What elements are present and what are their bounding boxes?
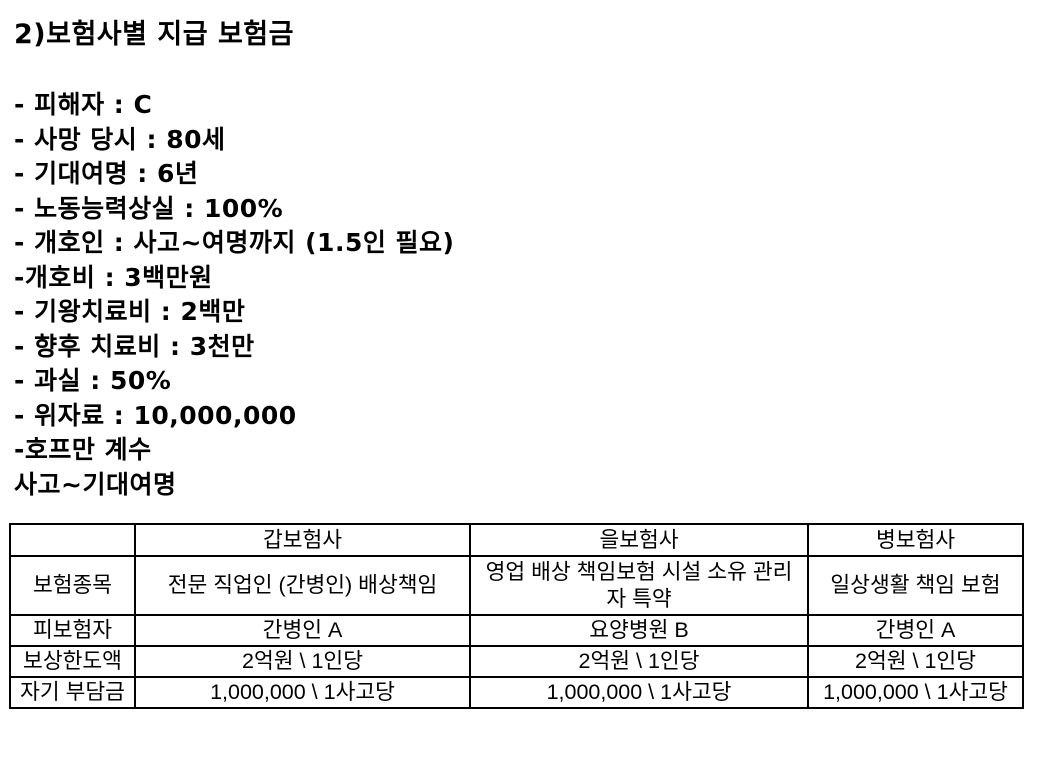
note-line-solatium: - 위자료 : 10,000,000 — [14, 400, 297, 430]
table-value-cell: 2억원 \ 1인당 — [134, 645, 471, 678]
table-value-cell: 간병인 A — [134, 614, 471, 647]
table-row-coverage-limit: 보상한도액 2억원 \ 1인당 2억원 \ 1인당 2억원 \ 1인당 — [9, 645, 1024, 678]
note-line-caregiver: - 개호인 : 사고~여명까지 (1.5인 필요) — [14, 228, 455, 258]
table-value-cell: 2억원 \ 1인당 — [469, 645, 809, 678]
table-label-cell: 자기 부담금 — [9, 676, 136, 709]
note-line-victim: - 피해자 : C — [14, 90, 153, 120]
table-value-cell: 일상생활 책임 보험 — [807, 555, 1024, 616]
note-line-age-at-death: - 사망 당시 : 80세 — [14, 124, 226, 154]
table-header-insurer-gap: 갑보험사 — [134, 523, 471, 557]
table-value-cell: 1,000,000 \ 1사고당 — [807, 676, 1024, 709]
table-header-row: 갑보험사 을보험사 병보험사 — [9, 523, 1024, 557]
insurer-comparison-table: 갑보험사 을보험사 병보험사 보험종목 전문 직업인 (간병인) 배상책임 영업… — [9, 523, 1024, 709]
table-header-insurer-byeong: 병보험사 — [807, 523, 1024, 557]
table-row-policy-type: 보험종목 전문 직업인 (간병인) 배상책임 영업 배상 책임보험 시설 소유 … — [9, 555, 1024, 616]
table-label-cell: 보험종목 — [9, 555, 136, 616]
table-row-insured: 피보험자 간병인 A 요양병원 B 간병인 A — [9, 614, 1024, 647]
table-value-cell: 요양병원 B — [469, 614, 809, 647]
table-value-cell: 1,000,000 \ 1사고당 — [134, 676, 471, 709]
note-line-fault-ratio: - 과실 : 50% — [14, 366, 172, 396]
table-value-cell: 2억원 \ 1인당 — [807, 645, 1024, 678]
table-label-cell: 피보험자 — [9, 614, 136, 647]
table-value-cell: 1,000,000 \ 1사고당 — [469, 676, 809, 709]
table-label-cell: 보상한도액 — [9, 645, 136, 678]
note-line-accident-to-expectancy: 사고~기대여명 — [14, 469, 177, 499]
table-value-cell: 간병인 A — [807, 614, 1024, 647]
note-line-past-medical: - 기왕치료비 : 2백만 — [14, 297, 246, 327]
table-value-cell: 전문 직업인 (간병인) 배상책임 — [134, 555, 471, 616]
note-line-hoffman: -호프만 계수 — [14, 435, 152, 465]
table-header-empty-cell — [9, 523, 136, 557]
note-line-future-medical: - 향후 치료비 : 3천만 — [14, 331, 255, 361]
notes-list: - 피해자 : C - 사망 당시 : 80세 - 기대여명 : 6년 - 노동… — [14, 86, 454, 500]
note-line-life-expectancy: - 기대여명 : 6년 — [14, 159, 199, 189]
table-row-deductible: 자기 부담금 1,000,000 \ 1사고당 1,000,000 \ 1사고당… — [9, 676, 1024, 709]
note-line-care-cost: -개호비 : 3백만원 — [14, 262, 213, 292]
page-title: 2)보험사별 지급 보험금 — [14, 19, 294, 50]
table-value-cell: 영업 배상 책임보험 시설 소유 관리자 특약 — [469, 555, 809, 616]
note-line-labor-loss: - 노동능력상실 : 100% — [14, 193, 284, 223]
table-header-insurer-eul: 을보험사 — [469, 523, 809, 557]
